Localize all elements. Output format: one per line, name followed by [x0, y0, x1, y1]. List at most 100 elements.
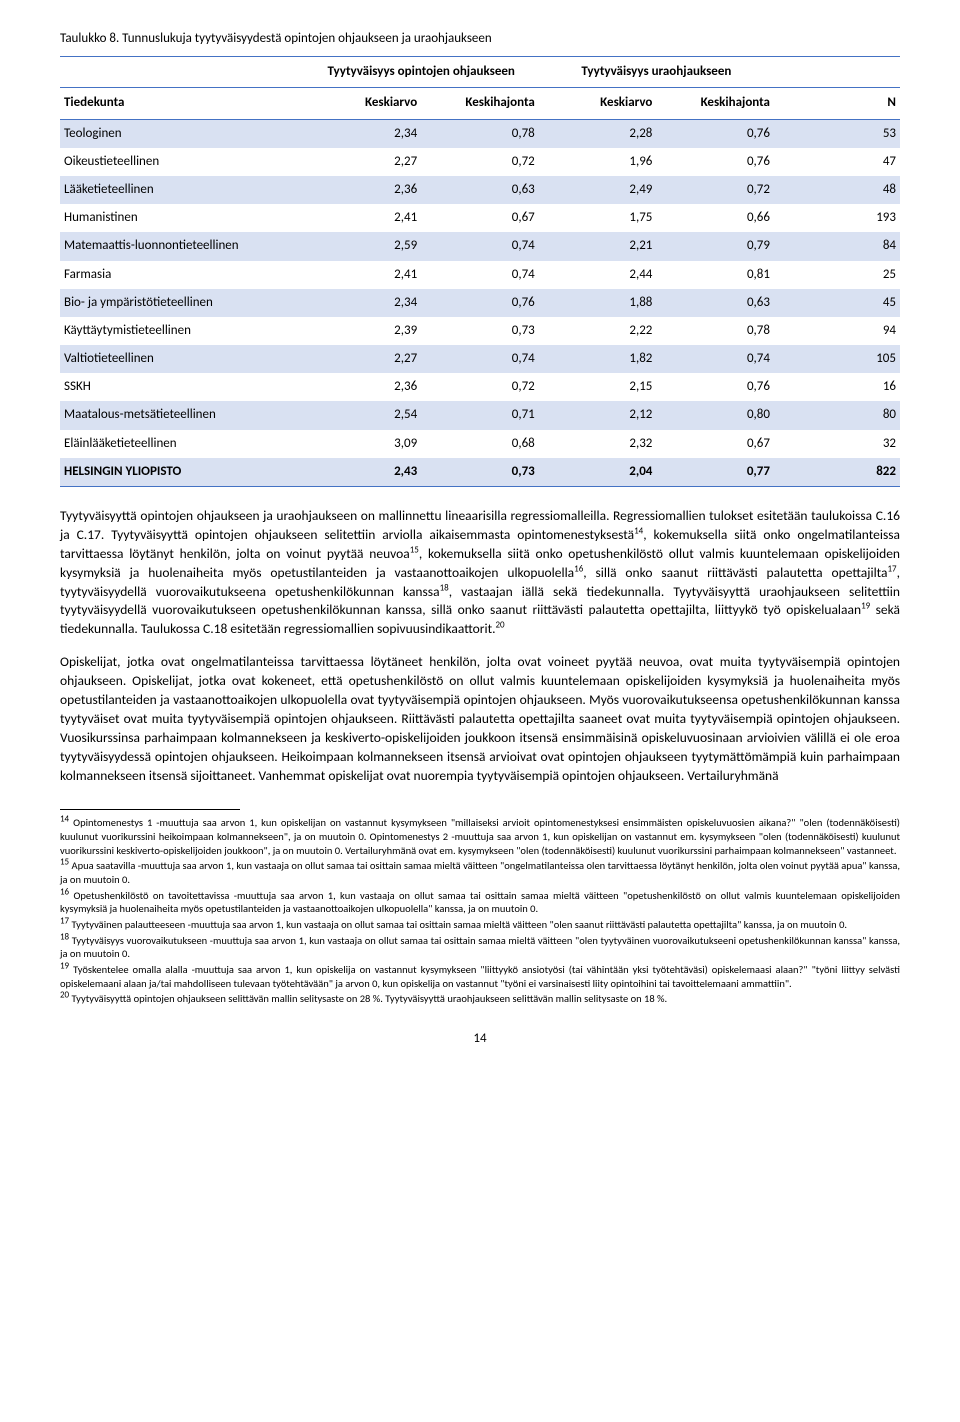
col-header-3: Keskiarvo	[539, 88, 657, 119]
footnote-19-text: Työskentelee omalla alalla -muuttuja saa…	[60, 963, 900, 990]
table-cell: 0,73	[421, 458, 539, 487]
table-cell: HELSINGIN YLIOPISTO	[60, 458, 304, 487]
footnote-ref-16: 16	[574, 563, 583, 574]
table-cell: 2,34	[304, 289, 422, 317]
table-cell: 2,12	[539, 401, 657, 429]
table-cell: 0,76	[421, 289, 539, 317]
table-row: Farmasia2,410,742,440,8125	[60, 261, 900, 289]
table-cell: 0,72	[421, 373, 539, 401]
table-cell: Lääketieteellinen	[60, 176, 304, 204]
footnote-ref-14: 14	[634, 525, 643, 536]
table-cell: 2,59	[304, 232, 422, 260]
table-row: Teologinen2,340,782,280,7653	[60, 119, 900, 148]
page-number: 14	[60, 1030, 900, 1048]
table-cell: 0,77	[656, 458, 774, 487]
table-cell: 25	[774, 261, 900, 289]
table-cell: 2,32	[539, 430, 657, 458]
p1-part-d: , sillä onko saanut riittävästi palautet…	[583, 564, 887, 581]
table-cell: 2,04	[539, 458, 657, 487]
table-cell: 2,43	[304, 458, 422, 487]
table-header-row: Tiedekunta Keskiarvo Keskihajonta Keskia…	[60, 88, 900, 119]
table-cell: 80	[774, 401, 900, 429]
table-cell: 94	[774, 317, 900, 345]
table-cell: 48	[774, 176, 900, 204]
table-cell: 1,96	[539, 148, 657, 176]
table-cell: 0,74	[421, 232, 539, 260]
table-cell: 2,49	[539, 176, 657, 204]
footnote-ref-15: 15	[410, 544, 419, 555]
col-header-0: Tiedekunta	[60, 88, 304, 119]
table-cell: Maatalous-metsätieteellinen	[60, 401, 304, 429]
table-row: Lääketieteellinen2,360,632,490,7248	[60, 176, 900, 204]
footnote-14: 14 Opintomenestys 1 -muuttuja saa arvon …	[60, 816, 900, 857]
data-table: Tyytyväisyys opintojen ohjaukseen Tyytyv…	[60, 56, 900, 487]
table-cell: 84	[774, 232, 900, 260]
table-cell: Eläinlääketieteellinen	[60, 430, 304, 458]
table-cell: SSKH	[60, 373, 304, 401]
footnote-17: 17 Tyytyväinen palautteeseen -muuttuja s…	[60, 918, 900, 932]
col-header-4: Keskihajonta	[656, 88, 774, 119]
table-cell: 0,71	[421, 401, 539, 429]
footnote-ref-19: 19	[861, 601, 870, 612]
footnote-18-text: Tyytyväisyys vuorovaikutukseen -muuttuja…	[60, 934, 900, 961]
table-total-row: HELSINGIN YLIOPISTO2,430,732,040,77822	[60, 458, 900, 487]
table-cell: Matemaattis-luonnontieteellinen	[60, 232, 304, 260]
footnote-ref-20: 20	[496, 620, 505, 631]
table-row: Valtiotieteellinen2,270,741,820,74105	[60, 345, 900, 373]
footnote-16: 16 Opetushenkilöstö on tavoitettavissa -…	[60, 889, 900, 916]
table-cell: 0,74	[421, 261, 539, 289]
footnote-14-text: Opintomenestys 1 -muuttuja saa arvon 1, …	[60, 816, 900, 856]
table-cell: Käyttäytymistieteellinen	[60, 317, 304, 345]
table-cell: 0,81	[656, 261, 774, 289]
table-cell: Farmasia	[60, 261, 304, 289]
footnotes: 14 Opintomenestys 1 -muuttuja saa arvon …	[60, 816, 900, 1005]
table-cell: 2,21	[539, 232, 657, 260]
table-cell: 53	[774, 119, 900, 148]
table-cell: 1,82	[539, 345, 657, 373]
table-cell: 193	[774, 204, 900, 232]
table-cell: 2,54	[304, 401, 422, 429]
paragraph-2: Opiskelijat, jotka ovat ongelmatilanteis…	[60, 653, 900, 785]
table-cell: 2,28	[539, 119, 657, 148]
table-cell: 0,80	[656, 401, 774, 429]
footnote-19: 19 Työskentelee omalla alalla -muuttuja …	[60, 963, 900, 990]
table-cell: 1,88	[539, 289, 657, 317]
footnote-20: 20 Tyytyväisyyttä opintojen ohjaukseen s…	[60, 992, 900, 1006]
table-cell: 0,78	[656, 317, 774, 345]
table-cell: Teologinen	[60, 119, 304, 148]
table-cell: 2,34	[304, 119, 422, 148]
table-cell: 0,68	[421, 430, 539, 458]
footnote-15-text: Apua saatavilla -muuttuja saa arvon 1, k…	[60, 859, 900, 886]
table-cell: 0,74	[656, 345, 774, 373]
footnote-ref-18: 18	[440, 582, 449, 593]
table-cell: 0,67	[656, 430, 774, 458]
table-cell: 2,27	[304, 345, 422, 373]
table-cell: Humanistinen	[60, 204, 304, 232]
table-cell: 0,73	[421, 317, 539, 345]
table-cell: 0,76	[656, 148, 774, 176]
col-header-2: Keskihajonta	[421, 88, 539, 119]
table-cell: 0,66	[656, 204, 774, 232]
table-cell: 0,79	[656, 232, 774, 260]
table-row: Oikeustieteellinen2,270,721,960,7647	[60, 148, 900, 176]
table-cell: 0,63	[421, 176, 539, 204]
table-cell: 2,36	[304, 373, 422, 401]
group-header-3	[774, 57, 900, 88]
footnote-ref-17: 17	[888, 563, 897, 574]
table-row: Humanistinen2,410,671,750,66193	[60, 204, 900, 232]
group-header-1: Tyytyväisyys opintojen ohjaukseen	[304, 57, 539, 88]
col-header-5: N	[774, 88, 900, 119]
table-cell: 2,15	[539, 373, 657, 401]
table-cell: 2,36	[304, 176, 422, 204]
table-cell: 0,72	[656, 176, 774, 204]
group-header-empty	[60, 57, 304, 88]
footnote-18: 18 Tyytyväisyys vuorovaikutukseen -muutt…	[60, 934, 900, 961]
table-cell: 0,67	[421, 204, 539, 232]
footnote-20-text: Tyytyväisyyttä opintojen ohjaukseen seli…	[69, 992, 667, 1005]
footnote-separator	[60, 809, 240, 810]
table-cell: 0,72	[421, 148, 539, 176]
table-row: SSKH2,360,722,150,7616	[60, 373, 900, 401]
table-row: Maatalous-metsätieteellinen2,540,712,120…	[60, 401, 900, 429]
footnote-17-text: Tyytyväinen palautteeseen -muuttuja saa …	[69, 918, 847, 931]
table-cell: 2,44	[539, 261, 657, 289]
